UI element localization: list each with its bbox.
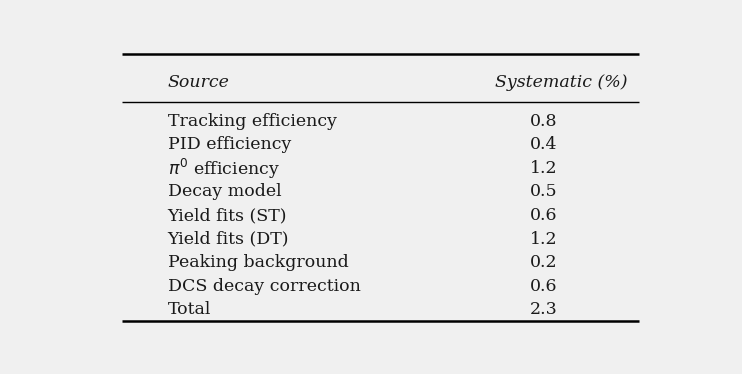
- Text: Total: Total: [168, 301, 211, 318]
- Text: 0.6: 0.6: [530, 278, 557, 295]
- Text: 1.2: 1.2: [530, 160, 557, 177]
- Text: 0.4: 0.4: [530, 137, 557, 153]
- Text: 0.2: 0.2: [530, 254, 557, 271]
- Text: 1.2: 1.2: [530, 230, 557, 248]
- Text: 0.5: 0.5: [530, 184, 557, 200]
- Text: 2.3: 2.3: [530, 301, 557, 318]
- Text: Systematic (%): Systematic (%): [496, 74, 628, 91]
- Text: DCS decay correction: DCS decay correction: [168, 278, 361, 295]
- Text: Source: Source: [168, 74, 229, 91]
- Text: 0.6: 0.6: [530, 207, 557, 224]
- Text: Yield fits (ST): Yield fits (ST): [168, 207, 287, 224]
- Text: Tracking efficiency: Tracking efficiency: [168, 113, 337, 130]
- Text: Decay model: Decay model: [168, 184, 281, 200]
- Text: PID efficiency: PID efficiency: [168, 137, 291, 153]
- Text: $\pi^{0}$ efficiency: $\pi^{0}$ efficiency: [168, 156, 280, 181]
- Text: Yield fits (DT): Yield fits (DT): [168, 230, 289, 248]
- Text: 0.8: 0.8: [530, 113, 557, 130]
- Text: Peaking background: Peaking background: [168, 254, 348, 271]
